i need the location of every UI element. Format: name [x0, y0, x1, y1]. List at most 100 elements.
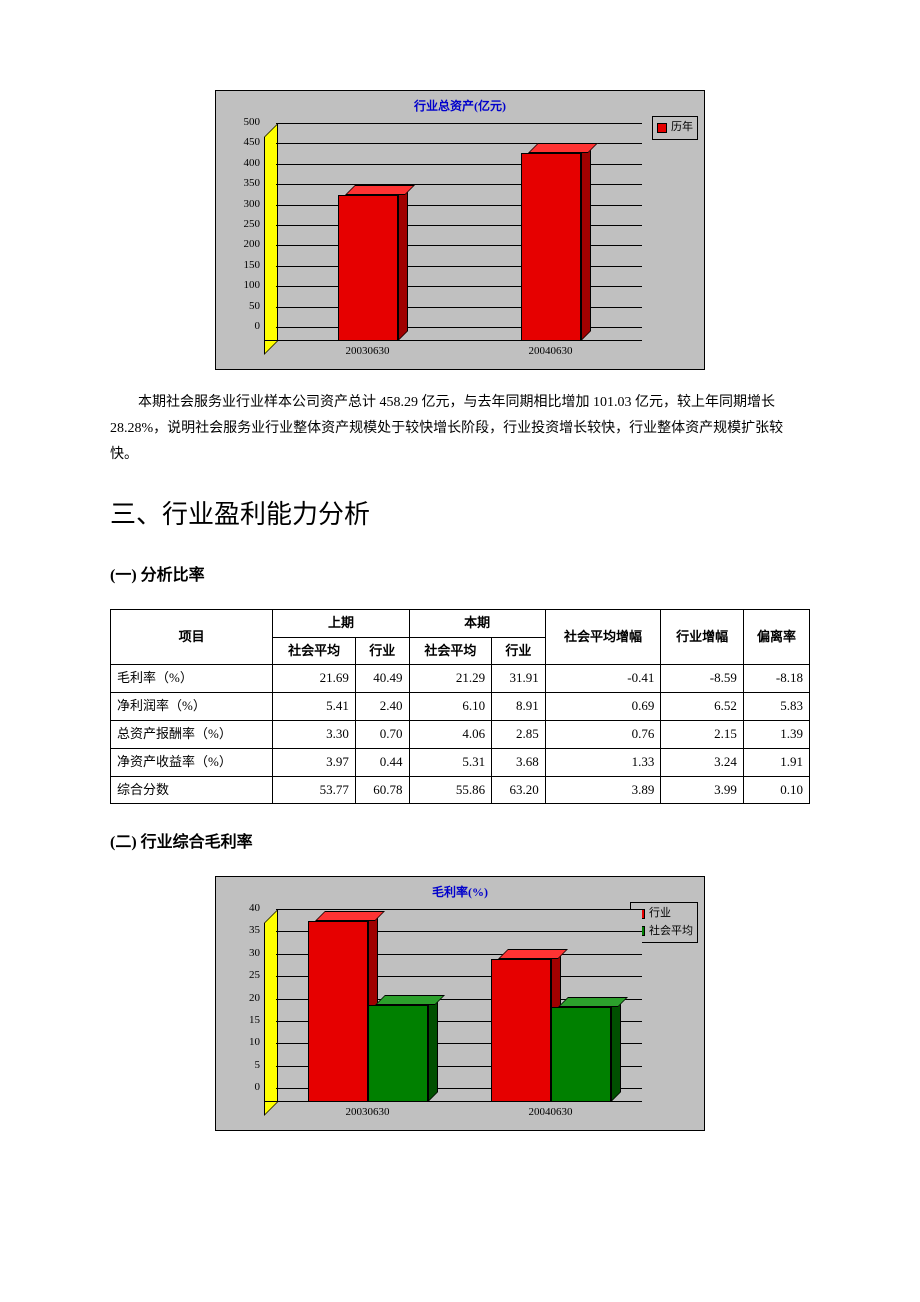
- table-body: 毛利率（%）21.6940.4921.2931.91-0.41-8.59-8.1…: [111, 665, 810, 804]
- y-tick-label: 250: [230, 216, 260, 234]
- cell: 3.68: [492, 748, 546, 776]
- row-label: 综合分数: [111, 776, 273, 804]
- y-tick-label: 15: [230, 1012, 260, 1030]
- y-tick-label: 350: [230, 175, 260, 193]
- y-tick-label: 50: [230, 298, 260, 316]
- col-item: 项目: [111, 609, 273, 665]
- cell: 0.76: [545, 721, 661, 749]
- legend-label: 历年: [671, 119, 693, 137]
- cell: 0.70: [355, 721, 409, 749]
- legend-swatch: [657, 123, 667, 133]
- y-tick-label: 25: [230, 967, 260, 985]
- y-tick-label: 200: [230, 237, 260, 255]
- cell: 0.44: [355, 748, 409, 776]
- bar: [308, 921, 368, 1102]
- cell: 3.89: [545, 776, 661, 804]
- cell: 55.86: [409, 776, 492, 804]
- cell: 8.91: [492, 693, 546, 721]
- y-tick-label: 100: [230, 277, 260, 295]
- row-label: 净利润率（%）: [111, 693, 273, 721]
- col-social-growth: 社会平均增幅: [545, 609, 661, 665]
- cell: 6.52: [661, 693, 744, 721]
- col-curr: 本期: [409, 609, 545, 637]
- x-tick-label: 20030630: [346, 343, 390, 361]
- cell: 3.99: [661, 776, 744, 804]
- cell: 1.33: [545, 748, 661, 776]
- chart1-title: 行业总资产(亿元): [216, 91, 704, 118]
- col-curr-social: 社会平均: [409, 637, 492, 665]
- chart2-plot: 05101520253035402003063020040630: [264, 909, 642, 1102]
- col-curr-industry: 行业: [492, 637, 546, 665]
- cell: 21.29: [409, 665, 492, 693]
- legend-label: 社会平均: [649, 923, 693, 941]
- bar: [521, 153, 581, 341]
- y-tick-label: 10: [230, 1034, 260, 1052]
- bar: [338, 195, 398, 341]
- cell: 3.24: [661, 748, 744, 776]
- gross-margin-chart: 毛利率(%) 行业 社会平均 0510152025303540200306302…: [215, 876, 705, 1131]
- bar: [551, 1007, 611, 1102]
- cell: 1.39: [743, 721, 809, 749]
- cell: 63.20: [492, 776, 546, 804]
- row-label: 总资产报酬率（%）: [111, 721, 273, 749]
- x-tick-label: 20030630: [346, 1104, 390, 1122]
- y-tick-label: 500: [230, 114, 260, 132]
- y-tick-label: 40: [230, 900, 260, 918]
- table-row: 净利润率（%）5.412.406.108.910.696.525.83: [111, 693, 810, 721]
- table-header-row-1: 项目 上期 本期 社会平均增幅 行业增幅 偏离率: [111, 609, 810, 637]
- col-prev: 上期: [273, 609, 409, 637]
- subsection-1-heading: (一) 分析比率: [110, 563, 810, 589]
- subsection-2-heading: (二) 行业综合毛利率: [110, 830, 810, 856]
- cell: 6.10: [409, 693, 492, 721]
- cell: 60.78: [355, 776, 409, 804]
- cell: 3.97: [273, 748, 356, 776]
- total-assets-chart: 行业总资产(亿元) 历年 0 50 100 150 200 250 300 350 400 450…: [215, 90, 705, 370]
- table-row: 综合分数53.7760.7855.8663.203.893.990.10: [111, 776, 810, 804]
- y-tick-label: 30: [230, 945, 260, 963]
- y-tick-label: 300: [230, 196, 260, 214]
- cell: -8.59: [661, 665, 744, 693]
- y-tick-label: 400: [230, 155, 260, 173]
- cell: 0.69: [545, 693, 661, 721]
- col-prev-industry: 行业: [355, 637, 409, 665]
- cell: 5.83: [743, 693, 809, 721]
- cell: 4.06: [409, 721, 492, 749]
- cell: 1.91: [743, 748, 809, 776]
- bar: [491, 959, 551, 1102]
- cell: 53.77: [273, 776, 356, 804]
- cell: 31.91: [492, 665, 546, 693]
- cell: 40.49: [355, 665, 409, 693]
- row-label: 毛利率（%）: [111, 665, 273, 693]
- y-tick-label: 0: [230, 318, 260, 336]
- y-tick-label: 20: [230, 990, 260, 1008]
- y-tick-label: 5: [230, 1057, 260, 1075]
- ratio-analysis-table: 项目 上期 本期 社会平均增幅 行业增幅 偏离率 社会平均 行业 社会平均 行业…: [110, 609, 810, 805]
- cell: -0.41: [545, 665, 661, 693]
- col-industry-growth: 行业增幅: [661, 609, 744, 665]
- y-tick-label: 150: [230, 257, 260, 275]
- legend-label: 行业: [649, 905, 671, 923]
- section-3-heading: 三、行业盈利能力分析: [110, 494, 810, 536]
- col-deviation: 偏离率: [743, 609, 809, 665]
- y-tick-label: 0: [230, 1079, 260, 1097]
- cell: 3.30: [273, 721, 356, 749]
- y-tick-label: 35: [230, 923, 260, 941]
- cell: 2.85: [492, 721, 546, 749]
- table-row: 总资产报酬率（%）3.300.704.062.850.762.151.39: [111, 721, 810, 749]
- cell: 21.69: [273, 665, 356, 693]
- chart1-legend: 历年: [652, 116, 698, 140]
- table-row: 毛利率（%）21.6940.4921.2931.91-0.41-8.59-8.1…: [111, 665, 810, 693]
- x-tick-label: 20040630: [529, 1104, 573, 1122]
- cell: 5.31: [409, 748, 492, 776]
- bar: [368, 1005, 428, 1102]
- y-tick-label: 450: [230, 135, 260, 153]
- table-row: 净资产收益率（%）3.970.445.313.681.333.241.91: [111, 748, 810, 776]
- row-label: 净资产收益率（%）: [111, 748, 273, 776]
- cell: 0.10: [743, 776, 809, 804]
- analysis-paragraph: 本期社会服务业行业样本公司资产总计 458.29 亿元，与去年同期相比增加 10…: [110, 390, 810, 468]
- col-prev-social: 社会平均: [273, 637, 356, 665]
- cell: -8.18: [743, 665, 809, 693]
- cell: 5.41: [273, 693, 356, 721]
- chart2-title: 毛利率(%): [216, 877, 704, 904]
- x-tick-label: 20040630: [529, 343, 573, 361]
